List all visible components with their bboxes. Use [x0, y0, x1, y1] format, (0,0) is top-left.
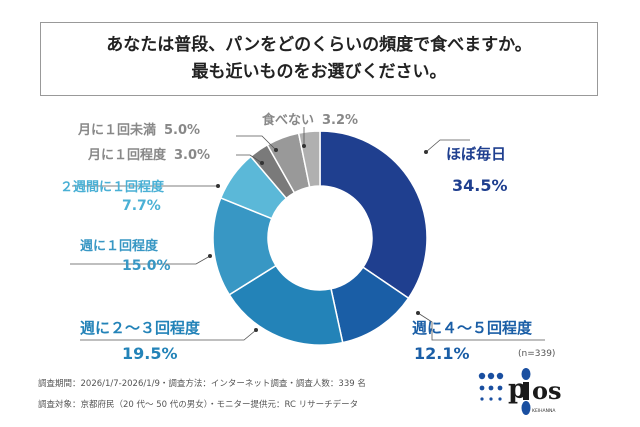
category-label: 週に１回程度: [80, 235, 158, 254]
question-title-box: あなたは普段、パンをどのくらいの頻度で食べますか。 最も近いものをお選びください…: [40, 22, 598, 96]
category-label: ほぼ毎日: [446, 143, 506, 164]
category-label: 食べない 3.2%: [262, 109, 358, 128]
leader-line: [70, 255, 211, 265]
svg-text:p: p: [508, 374, 527, 405]
value-label: 3.0%: [174, 148, 211, 163]
leader-dot: [424, 150, 428, 154]
value-label: 7.7%: [122, 198, 161, 214]
question-line-1: あなたは普段、パンをどのくらいの頻度で食べますか。: [106, 35, 532, 55]
leader-line: [417, 312, 545, 341]
category-name: 月に１回程度: [88, 148, 167, 163]
category-name: 週に４～５回程度: [412, 319, 533, 337]
leader-dot: [254, 328, 258, 332]
category-name: 週に２～３回程度: [80, 319, 201, 337]
category-name: ２週間に１回程度: [60, 180, 165, 195]
leader-dot: [208, 254, 212, 258]
svg-text:KEIHANNA: KEIHANNA: [532, 408, 556, 414]
category-label: 月に１回程度 3.0%: [88, 144, 210, 163]
value-label: 19.5%: [122, 344, 178, 363]
leader-dot: [274, 148, 278, 152]
category-name: 月に１回未満: [78, 123, 157, 138]
category-label: ２週間に１回程度: [60, 176, 164, 195]
leader-line: [425, 139, 470, 153]
question-line-2: 最も近いものをお選びください。: [191, 62, 447, 82]
value-label: 15.0%: [122, 258, 171, 274]
value-label: 5.0%: [164, 123, 201, 138]
pinos-logo: p os KEIHANNA: [476, 368, 586, 418]
category-name: ほぼ毎日: [446, 145, 507, 163]
leader-line: [236, 154, 263, 164]
leader-dot: [216, 184, 220, 188]
svg-text:os: os: [532, 376, 562, 405]
category-name: 週に１回程度: [80, 239, 159, 254]
leader-line: [80, 329, 257, 341]
category-label: 週に２～３回程度: [80, 317, 200, 338]
value-label: 12.1%: [414, 344, 470, 363]
footer-survey-target: 調査対象：京都府民（20 代～ 50 代の男女）・モニター提供元：RC リサーチ…: [38, 400, 359, 410]
donut-slice: [319, 130, 428, 300]
leader-dot: [302, 144, 306, 148]
category-name: 食べない: [262, 113, 315, 128]
category-label: 月に１回未満 5.0%: [78, 119, 200, 138]
value-label: 34.5%: [452, 176, 508, 195]
leader-dot: [260, 161, 264, 165]
leader-line: [236, 135, 277, 151]
footer-survey-info: 調査期間：2026/1/7-2026/1/9・調査方法：インターネット調査・調査…: [38, 379, 366, 389]
category-label: 週に４～５回程度: [412, 317, 532, 338]
leader-dot: [416, 311, 420, 315]
donut-slice: [228, 264, 344, 346]
value-label: 3.2%: [322, 113, 359, 128]
sample-size-note: (n=339): [518, 349, 556, 359]
